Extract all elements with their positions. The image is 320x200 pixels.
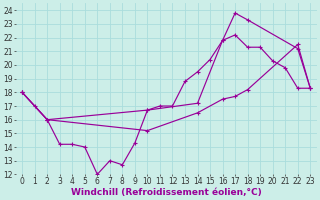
X-axis label: Windchill (Refroidissement éolien,°C): Windchill (Refroidissement éolien,°C) (71, 188, 261, 197)
